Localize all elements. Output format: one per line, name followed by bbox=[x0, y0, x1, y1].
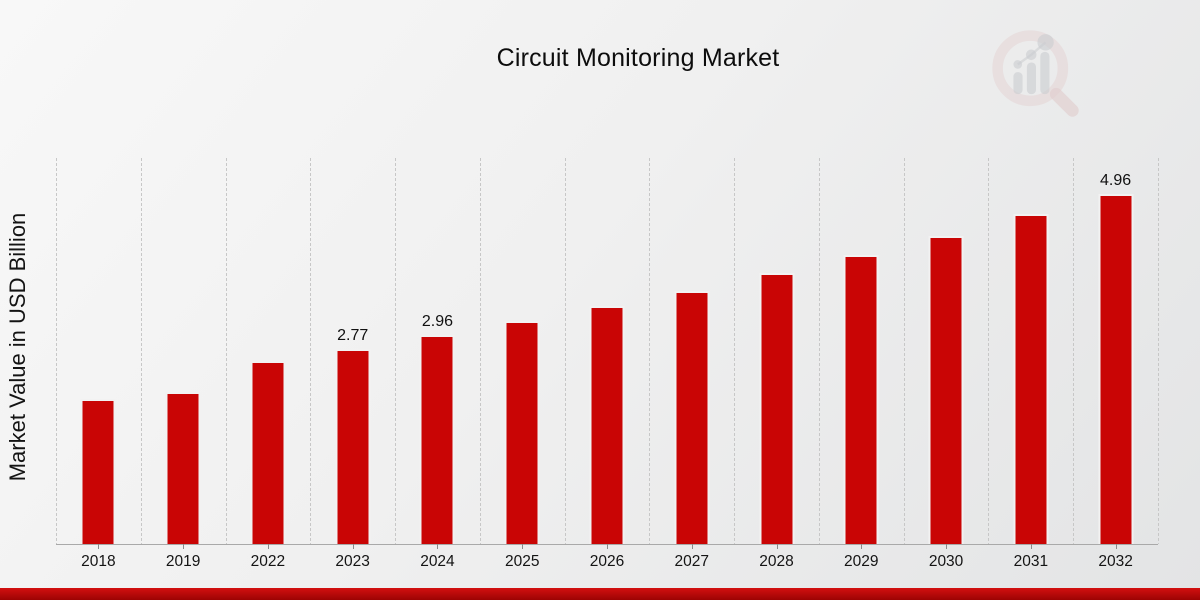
gridline bbox=[56, 158, 57, 544]
bar-2025 bbox=[504, 321, 540, 544]
x-tick bbox=[776, 544, 778, 549]
value-label-2023: 2.77 bbox=[337, 326, 369, 344]
category-2026: 2026 bbox=[565, 158, 650, 570]
value-label-2024: 2.96 bbox=[421, 313, 454, 331]
bar-2028 bbox=[759, 273, 795, 544]
category-2024: 2.96 2024 bbox=[395, 158, 480, 570]
category-2030: 2030 bbox=[904, 158, 989, 570]
gridline bbox=[988, 158, 990, 544]
bar-2024 bbox=[419, 335, 455, 544]
gridline bbox=[903, 158, 905, 544]
x-tick bbox=[98, 544, 100, 549]
x-tick bbox=[1115, 544, 1117, 549]
gridline bbox=[1073, 158, 1075, 544]
bar-2029 bbox=[843, 254, 879, 544]
x-tick-label-2030: 2030 bbox=[928, 553, 964, 570]
bar-2026 bbox=[589, 306, 625, 544]
category-2018: 2018 bbox=[56, 158, 141, 570]
gridline bbox=[1158, 158, 1159, 544]
x-tick bbox=[861, 544, 863, 549]
value-label-2032: 4.96 bbox=[1100, 172, 1132, 189]
x-tick-label-2026: 2026 bbox=[589, 553, 625, 570]
bar-2022 bbox=[250, 361, 286, 544]
magnifier-bar-chart-watermark-icon bbox=[992, 30, 1079, 117]
gridline bbox=[225, 158, 227, 544]
x-tick bbox=[691, 544, 693, 549]
x-tick-label-2031: 2031 bbox=[1013, 553, 1049, 570]
x-tick-label-2018: 2018 bbox=[81, 553, 116, 570]
x-tick bbox=[183, 544, 185, 549]
x-tick-label-2022: 2022 bbox=[250, 553, 286, 570]
x-tick bbox=[946, 544, 948, 549]
x-tick-label-2024: 2024 bbox=[420, 553, 455, 570]
bar-2018 bbox=[80, 398, 116, 544]
gridline bbox=[479, 158, 481, 544]
x-tick-label-2028: 2028 bbox=[759, 553, 794, 570]
category-2029: 2029 bbox=[819, 158, 904, 570]
bar-2032 bbox=[1098, 194, 1134, 544]
category-2019: 2019 bbox=[141, 158, 226, 570]
gridline bbox=[140, 158, 142, 544]
bar-2031 bbox=[1013, 214, 1049, 544]
category-2023: 2.77 2023 bbox=[310, 158, 395, 570]
x-tick bbox=[352, 544, 354, 549]
footer-red-banner bbox=[0, 588, 1200, 600]
x-tick bbox=[437, 544, 439, 549]
gridline bbox=[564, 158, 566, 544]
gridline bbox=[818, 158, 820, 544]
plot-area: 2018 2019 2022 2.77 2023 2.96 2024 2025 2026 2027… bbox=[56, 158, 1159, 570]
gridline bbox=[310, 158, 312, 544]
gridline bbox=[395, 158, 397, 544]
category-2027: 2027 bbox=[649, 158, 734, 570]
category-2031: 2031 bbox=[988, 158, 1073, 570]
category-2025: 2025 bbox=[480, 158, 565, 570]
x-tick bbox=[606, 544, 608, 549]
gridline bbox=[734, 158, 736, 544]
bar-2019 bbox=[165, 391, 201, 544]
x-tick bbox=[1030, 544, 1032, 549]
bar-2027 bbox=[674, 290, 710, 544]
x-tick bbox=[522, 544, 524, 549]
x-tick-label-2019: 2019 bbox=[165, 553, 201, 570]
x-tick bbox=[267, 544, 269, 549]
x-tick-label-2023: 2023 bbox=[335, 553, 370, 570]
category-2032: 4.96 2032 bbox=[1073, 158, 1158, 570]
category-2028: 2028 bbox=[734, 158, 819, 570]
x-tick-label-2025: 2025 bbox=[504, 553, 540, 570]
x-tick-label-2032: 2032 bbox=[1098, 553, 1133, 570]
bar-2023 bbox=[335, 348, 371, 544]
chart-title: Circuit Monitoring Market bbox=[496, 44, 780, 72]
category-2022: 2022 bbox=[226, 158, 311, 570]
bar-2030 bbox=[928, 235, 964, 544]
x-tick-label-2029: 2029 bbox=[844, 553, 879, 570]
x-tick-label-2027: 2027 bbox=[674, 553, 709, 570]
y-axis-label: Market Value in USD Billion bbox=[5, 212, 30, 482]
gridline bbox=[649, 158, 651, 544]
